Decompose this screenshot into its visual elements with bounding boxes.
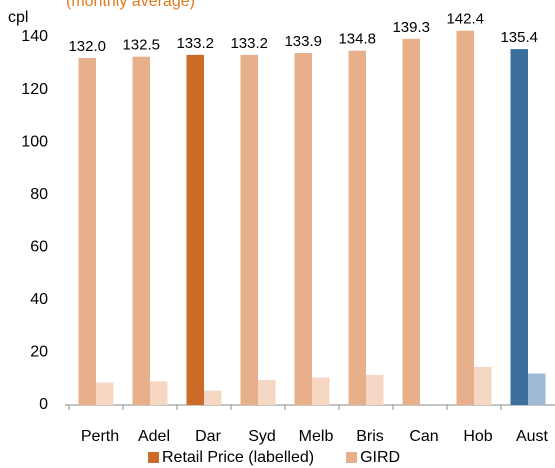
- x-tick-label: Dar: [195, 428, 221, 445]
- bar: [186, 54, 204, 405]
- bar: [312, 377, 330, 405]
- value-label: 132.0: [68, 38, 106, 55]
- bar: [294, 53, 312, 405]
- value-label: 133.9: [284, 33, 322, 50]
- y-tick-label: 120: [21, 81, 48, 98]
- bar: [528, 373, 546, 405]
- y-tick-label: 100: [21, 133, 48, 150]
- bar: [456, 30, 474, 405]
- y-tick-label: 140: [21, 28, 48, 45]
- bar: [78, 58, 96, 406]
- bar: [366, 374, 384, 405]
- legend-swatch: [346, 452, 358, 463]
- value-label: 139.3: [392, 19, 430, 36]
- value-label: 134.8: [338, 31, 376, 48]
- bar: [348, 50, 366, 405]
- x-tick-label: Bris: [356, 428, 384, 445]
- legend-label: Retail Price (labelled): [162, 449, 314, 466]
- x-tick-label: Melb: [299, 428, 334, 445]
- y-tick-label: 0: [39, 396, 48, 413]
- y-axis-label: cpl: [8, 9, 28, 26]
- legend-label: GIRD: [360, 449, 400, 466]
- y-tick-label: 20: [30, 344, 48, 361]
- y-tick-label: 40: [30, 291, 48, 308]
- y-tick-label: 80: [30, 186, 48, 203]
- x-tick-label: Aust: [516, 428, 549, 445]
- bar: [510, 49, 528, 405]
- bar: [258, 380, 276, 405]
- chart-subtitle: (monthly average): [66, 0, 195, 10]
- x-tick-label: Can: [409, 428, 438, 445]
- bar: [96, 382, 114, 405]
- value-label: 133.2: [176, 35, 214, 52]
- value-label: 135.4: [500, 29, 538, 46]
- value-label: 142.4: [446, 11, 484, 28]
- x-tick-label: Perth: [81, 428, 119, 445]
- bar: [402, 38, 420, 406]
- bar: [132, 56, 150, 405]
- bar: [204, 390, 222, 405]
- x-tick-label: Adel: [138, 428, 170, 445]
- bar: [474, 366, 492, 405]
- x-tick-label: Syd: [248, 428, 276, 445]
- y-tick-label: 60: [30, 239, 48, 256]
- bar: [150, 381, 168, 405]
- value-label: 133.2: [230, 35, 268, 52]
- legend-swatch: [148, 452, 159, 463]
- value-label: 132.5: [122, 37, 160, 54]
- bar: [240, 54, 258, 405]
- x-tick-label: Hob: [463, 428, 492, 445]
